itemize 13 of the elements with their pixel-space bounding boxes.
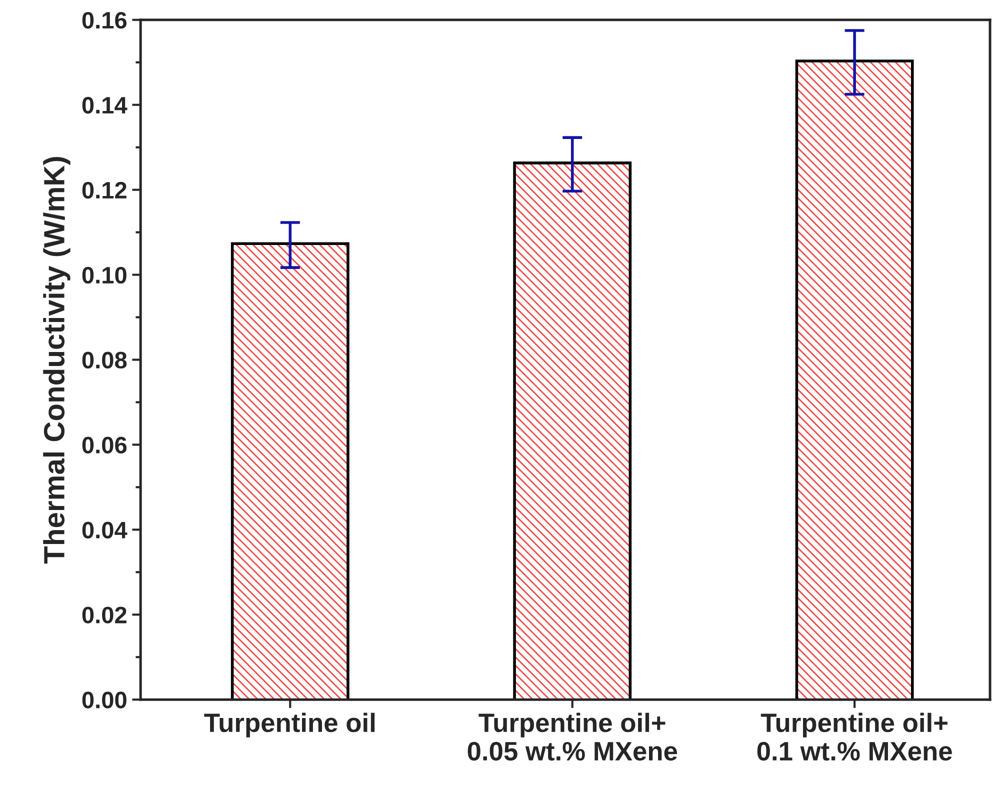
x-tick-label: Turpentine oil: [204, 712, 375, 738]
x-tick-label: Turpentine oil+ 0.1 wt.% MXene: [757, 712, 952, 761]
y-tick-label: 0.12: [82, 182, 126, 199]
y-tick-label: 0.08: [82, 352, 127, 369]
y-axis-title: Thermal Conductivity (W/mK): [43, 157, 70, 564]
y-tick-label: 0.04: [82, 522, 128, 538]
y-tick-label: 0.06: [82, 436, 127, 454]
x-tick-label: Turpentine oil+ 0.05 wt.% MXene: [468, 712, 678, 761]
y-tick-label: 0.02: [82, 606, 126, 624]
y-tick-label: 0.16: [82, 12, 127, 29]
y-tick-label: 0.10: [82, 266, 126, 284]
y-tick-label: 0.00: [82, 692, 126, 708]
y-tick-label: 0.14: [82, 96, 128, 114]
